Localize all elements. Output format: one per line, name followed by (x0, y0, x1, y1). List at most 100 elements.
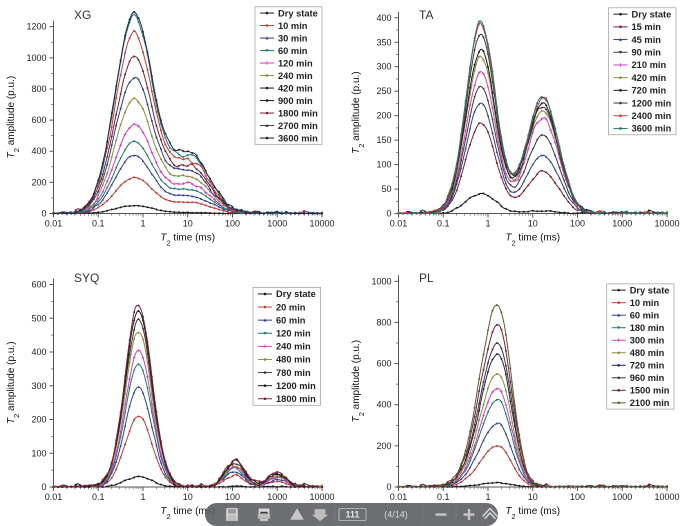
svg-text:0: 0 (386, 209, 391, 219)
svg-text:400: 400 (376, 400, 391, 410)
svg-text:100: 100 (376, 160, 391, 170)
svg-text:400: 400 (31, 146, 46, 156)
svg-text:1800 min: 1800 min (276, 394, 316, 404)
svg-text:600: 600 (31, 280, 46, 290)
svg-text:XG: XG (74, 8, 91, 22)
svg-text:1000: 1000 (267, 492, 287, 502)
svg-text:Dry state: Dry state (276, 289, 316, 299)
svg-text:60 min: 60 min (276, 315, 306, 325)
svg-text:420 min: 420 min (632, 73, 667, 83)
svg-text:1: 1 (485, 492, 490, 502)
svg-text:1000: 1000 (26, 53, 46, 63)
svg-text:350: 350 (376, 37, 391, 47)
svg-text:Dry state: Dry state (278, 8, 318, 18)
svg-text:Dry state: Dry state (632, 9, 672, 19)
svg-text:480 min: 480 min (276, 355, 311, 365)
svg-text:780 min: 780 min (276, 368, 311, 378)
svg-text:0.01: 0.01 (45, 219, 63, 229)
svg-text:100: 100 (225, 219, 240, 229)
svg-text:240 min: 240 min (276, 342, 311, 352)
svg-text:2400 min: 2400 min (632, 111, 672, 121)
svg-text:Dry state: Dry state (630, 285, 670, 295)
svg-text:100: 100 (570, 219, 585, 229)
svg-text:1800 min: 1800 min (278, 108, 318, 118)
svg-text:1: 1 (485, 219, 490, 229)
svg-text:180 min: 180 min (630, 323, 665, 333)
svg-text:10: 10 (183, 219, 193, 229)
svg-text:15 min: 15 min (632, 22, 662, 32)
svg-text:10: 10 (528, 492, 538, 502)
svg-text:60 min: 60 min (278, 46, 308, 56)
svg-text:(4/14): (4/14) (384, 510, 408, 520)
svg-text:400: 400 (376, 13, 391, 23)
svg-text:800: 800 (31, 84, 46, 94)
svg-text:600: 600 (376, 359, 391, 369)
svg-text:300 min: 300 min (630, 335, 665, 345)
svg-text:1000: 1000 (612, 219, 632, 229)
svg-text:2700 min: 2700 min (278, 121, 318, 131)
svg-text:0.1: 0.1 (437, 219, 450, 229)
svg-text:0: 0 (41, 209, 46, 219)
svg-text:10 min: 10 min (278, 21, 308, 31)
svg-text:100: 100 (570, 492, 585, 502)
svg-text:120 min: 120 min (276, 328, 311, 338)
svg-text:1500 min: 1500 min (630, 386, 670, 396)
svg-text:1200: 1200 (26, 22, 46, 32)
svg-text:720 min: 720 min (632, 86, 667, 96)
svg-text:SYQ: SYQ (74, 271, 99, 285)
svg-text:0.01: 0.01 (390, 219, 408, 229)
svg-text:111: 111 (345, 510, 359, 520)
svg-text:600: 600 (31, 115, 46, 125)
svg-text:3600 min: 3600 min (632, 124, 672, 134)
svg-text:10000: 10000 (309, 492, 334, 502)
svg-text:10: 10 (528, 219, 538, 229)
svg-text:20 min: 20 min (276, 302, 306, 312)
svg-text:30 min: 30 min (278, 33, 308, 43)
svg-text:1000: 1000 (612, 492, 632, 502)
svg-text:45 min: 45 min (632, 35, 662, 45)
svg-text:1000: 1000 (267, 219, 287, 229)
svg-text:720 min: 720 min (630, 360, 665, 370)
svg-text:120 min: 120 min (278, 58, 313, 68)
svg-text:200: 200 (31, 415, 46, 425)
svg-text:60 min: 60 min (630, 310, 660, 320)
svg-text:0: 0 (386, 482, 391, 492)
svg-text:200: 200 (376, 111, 391, 121)
svg-text:1000: 1000 (371, 276, 391, 286)
svg-text:210 min: 210 min (632, 60, 667, 70)
svg-text:0.01: 0.01 (390, 492, 408, 502)
svg-text:100: 100 (225, 492, 240, 502)
svg-text:420 min: 420 min (278, 83, 313, 93)
svg-text:TA: TA (419, 8, 433, 22)
svg-text:10000: 10000 (309, 219, 334, 229)
svg-text:PL: PL (419, 271, 434, 285)
svg-text:1200 min: 1200 min (632, 98, 672, 108)
svg-text:240 min: 240 min (278, 71, 313, 81)
svg-text:1: 1 (140, 492, 145, 502)
svg-text:250: 250 (376, 86, 391, 96)
svg-text:10000: 10000 (654, 219, 679, 229)
svg-text:10000: 10000 (654, 492, 679, 502)
svg-text:10 min: 10 min (630, 298, 660, 308)
svg-text:150: 150 (376, 135, 391, 145)
svg-text:0.1: 0.1 (92, 219, 105, 229)
svg-text:200: 200 (31, 177, 46, 187)
svg-text:0.01: 0.01 (45, 492, 63, 502)
svg-text:900 min: 900 min (278, 96, 313, 106)
svg-text:400: 400 (31, 347, 46, 357)
svg-text:1: 1 (140, 219, 145, 229)
svg-text:50: 50 (381, 184, 391, 194)
svg-text:960 min: 960 min (630, 373, 665, 383)
svg-text:100: 100 (31, 448, 46, 458)
svg-text:2100 min: 2100 min (630, 398, 670, 408)
svg-text:300: 300 (376, 62, 391, 72)
svg-text:1200 min: 1200 min (276, 381, 316, 391)
svg-text:0: 0 (41, 482, 46, 492)
svg-text:3600 min: 3600 min (278, 133, 318, 143)
svg-text:90 min: 90 min (632, 47, 662, 57)
svg-text:300: 300 (31, 381, 46, 391)
svg-text:200: 200 (376, 441, 391, 451)
svg-text:10: 10 (183, 492, 193, 502)
svg-text:800: 800 (376, 317, 391, 327)
svg-text:480 min: 480 min (630, 348, 665, 358)
